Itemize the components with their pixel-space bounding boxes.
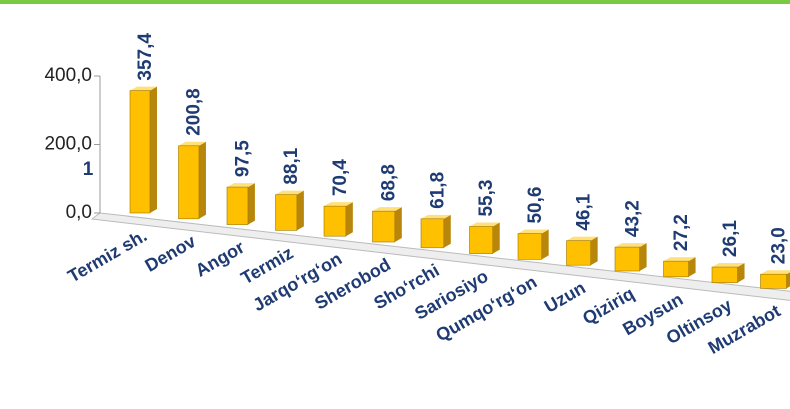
bar <box>760 273 787 289</box>
value-label: 50,6 <box>525 187 546 224</box>
bar-side <box>639 243 647 271</box>
bar <box>566 240 591 266</box>
value-label: 27,2 <box>671 214 692 251</box>
bar-side <box>345 202 353 237</box>
bar <box>275 194 298 231</box>
x-tick-label: Termiz sh. <box>64 225 150 286</box>
bar <box>614 246 640 272</box>
bar <box>226 186 249 225</box>
bar <box>178 145 200 220</box>
value-label: 46,1 <box>574 193 595 230</box>
bar-top <box>178 141 206 146</box>
bar-top <box>615 243 647 248</box>
bar-top <box>227 183 255 188</box>
bar-top <box>760 270 790 275</box>
x-tick-label: Denov <box>141 231 199 276</box>
bar-side <box>737 263 745 283</box>
bar <box>663 260 689 278</box>
y-tick-label: 0,0 <box>66 202 92 223</box>
bar-side <box>786 272 790 289</box>
bar-side <box>688 257 696 277</box>
value-label: 200,8 <box>184 88 205 136</box>
bar <box>372 210 396 243</box>
bar <box>469 226 494 254</box>
bar-side <box>247 183 255 225</box>
bar-top <box>566 236 598 241</box>
bar-side <box>198 141 206 219</box>
bar-side <box>492 222 500 254</box>
bar-side <box>150 86 157 213</box>
bar <box>129 90 151 214</box>
bar <box>711 266 738 283</box>
bar-top <box>324 202 353 207</box>
bar-side <box>394 207 402 242</box>
bar-top <box>275 190 304 195</box>
bar-top <box>130 86 157 91</box>
floor <box>90 212 790 301</box>
value-label: 55,3 <box>476 180 497 217</box>
value-label: 68,8 <box>379 164 400 201</box>
bar-side <box>590 236 598 266</box>
bar-top <box>421 214 451 219</box>
bar <box>323 205 347 237</box>
value-label: 61,8 <box>427 172 448 209</box>
bar-top <box>712 263 745 268</box>
bar-top <box>663 257 696 262</box>
bar <box>420 218 445 249</box>
bar-top <box>372 207 402 212</box>
bar-top <box>469 222 500 227</box>
bar-top <box>518 229 549 234</box>
value-label: 70,4 <box>330 159 351 196</box>
annotation: 1 <box>83 159 94 180</box>
bar <box>517 233 542 260</box>
value-label: 357,4 <box>135 33 156 81</box>
top-stripe <box>0 0 790 4</box>
bar-side <box>296 190 304 231</box>
bar-side <box>443 214 451 248</box>
value-label: 97,5 <box>232 140 253 177</box>
value-label: 88,1 <box>281 147 302 184</box>
y-tick-label: 400,0 <box>44 65 92 86</box>
bar-side <box>541 229 549 260</box>
y-tick-label: 200,0 <box>44 134 92 155</box>
value-label: 23,0 <box>769 227 790 264</box>
value-label: 26,1 <box>720 220 741 257</box>
value-label: 43,2 <box>622 200 643 237</box>
